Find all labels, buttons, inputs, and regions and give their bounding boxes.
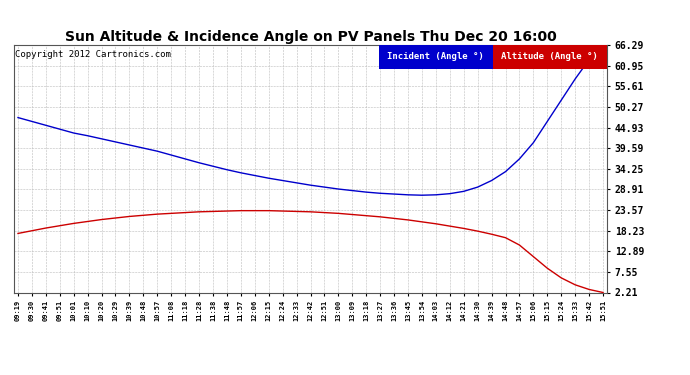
Title: Sun Altitude & Incidence Angle on PV Panels Thu Dec 20 16:00: Sun Altitude & Incidence Angle on PV Pan… [65,30,556,44]
Text: Copyright 2012 Cartronics.com: Copyright 2012 Cartronics.com [15,50,171,59]
